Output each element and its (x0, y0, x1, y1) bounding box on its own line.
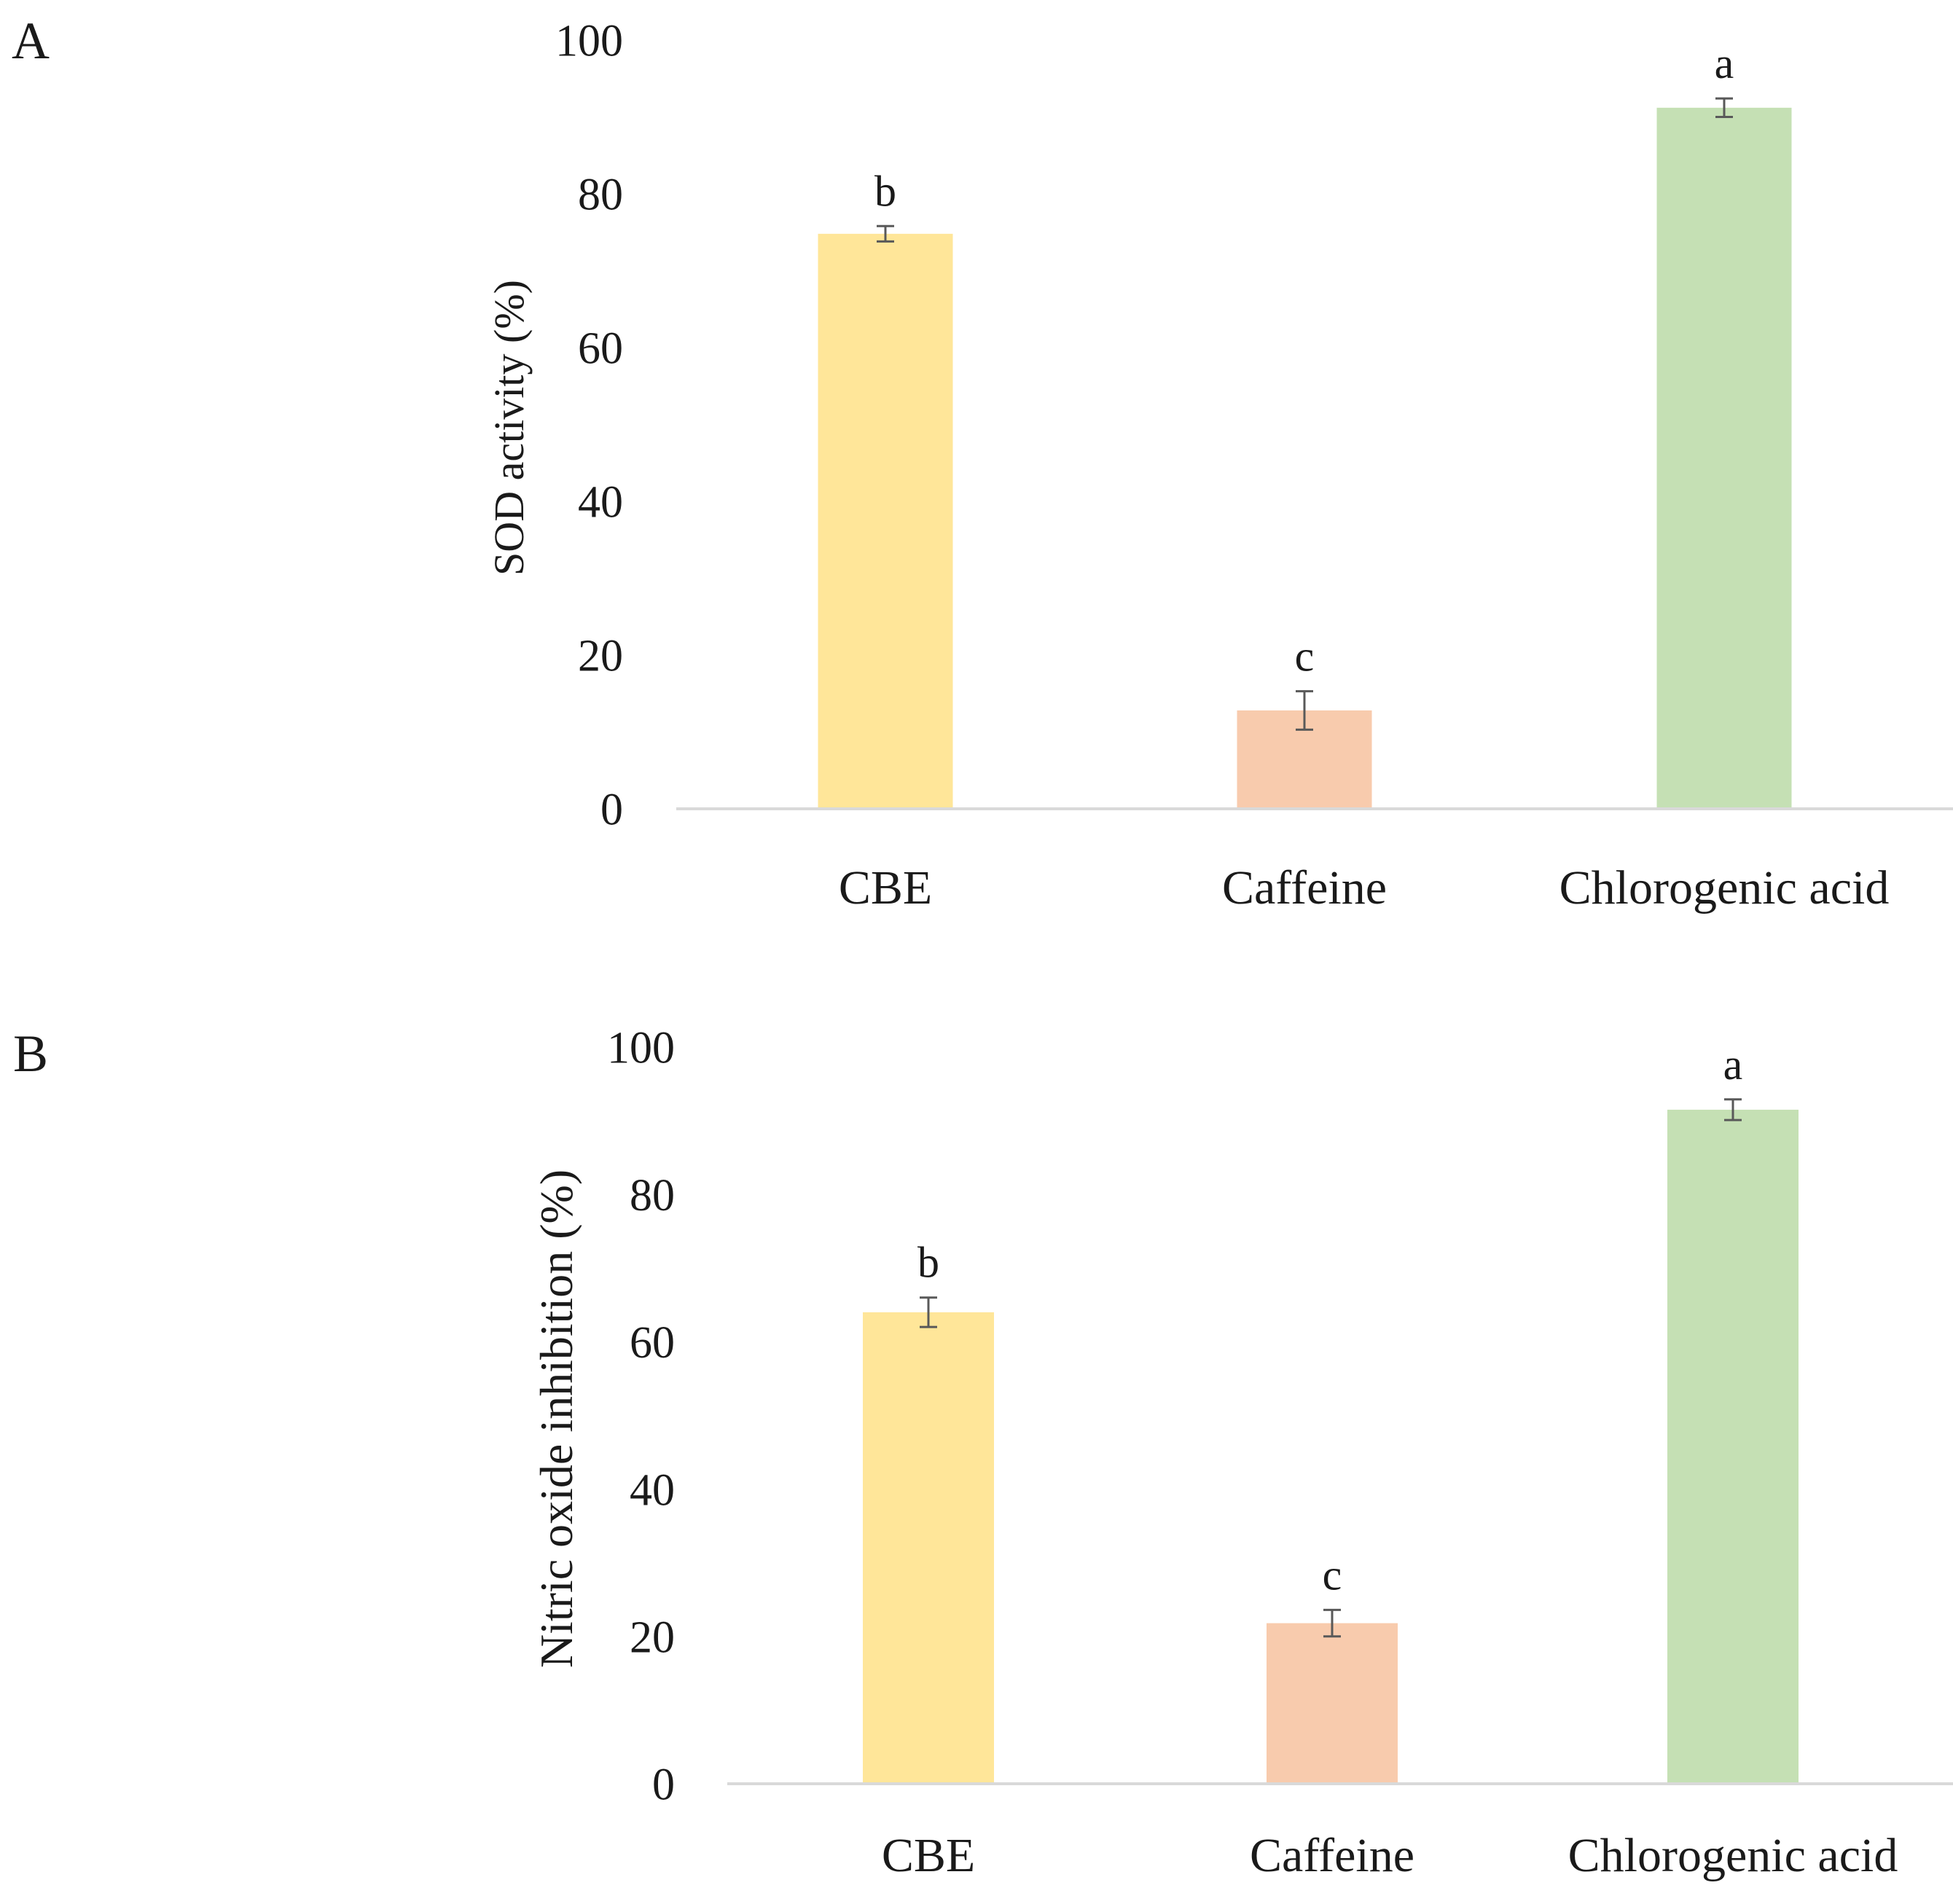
bars: b c a (863, 1041, 1799, 1784)
significance-letter: c (1295, 632, 1315, 681)
significance-letter: b (917, 1239, 939, 1287)
significance-letter: b (874, 167, 896, 215)
x-tick-label: CBE (839, 861, 932, 914)
x-tick-label: Caffeine (1250, 1829, 1414, 1882)
error-bar (1715, 97, 1733, 118)
y-tick-label: 100 (607, 1024, 675, 1073)
x-tick-label: CBE (882, 1829, 975, 1882)
y-axis-title: Nitric oxide inhibition (%) (531, 1170, 582, 1668)
significance-letter: a (1723, 1041, 1743, 1089)
error-bar (1296, 690, 1313, 731)
significance-letter: c (1323, 1551, 1342, 1599)
y-tick-label: 0 (600, 786, 623, 835)
x-tick-label: Chlorogenic acid (1568, 1829, 1898, 1882)
bar (1667, 1109, 1799, 1784)
y-tick-label: 40 (630, 1465, 675, 1515)
y-tick-label: 80 (578, 171, 623, 220)
error-bar (1323, 1608, 1341, 1638)
bar (1656, 107, 1792, 810)
y-tick-label: 100 (555, 17, 623, 66)
bar (863, 1312, 994, 1784)
y-ticks: 0 20 40 60 80 100 (555, 17, 623, 835)
y-tick-label: 80 (630, 1171, 675, 1221)
panel-label: B (13, 1025, 48, 1083)
x-tick-labels: CBE Caffeine Chlorogenic acid (839, 861, 1890, 914)
error-bar (1724, 1098, 1742, 1121)
y-tick-label: 0 (652, 1760, 675, 1810)
error-bar (920, 1296, 937, 1328)
x-tick-label: Caffeine (1222, 861, 1387, 914)
y-tick-label: 20 (578, 632, 623, 681)
y-axis-title: SOD activity (%) (485, 280, 533, 576)
bar (818, 233, 953, 809)
panel-b: B Nitric oxide inhibition (%) 0 20 40 60 80 1… (13, 1024, 1953, 1882)
bar (1267, 1623, 1398, 1784)
bars: b c a (818, 39, 1792, 810)
panel-label: A (12, 12, 50, 70)
y-tick-label: 60 (630, 1318, 675, 1368)
significance-letter: a (1715, 39, 1734, 87)
error-bar (877, 224, 894, 243)
y-tick-label: 40 (578, 478, 623, 528)
y-tick-label: 60 (578, 324, 623, 374)
x-tick-labels: CBE Caffeine Chlorogenic acid (882, 1829, 1898, 1882)
y-ticks: 0 20 40 60 80 100 (607, 1024, 675, 1810)
y-tick-label: 20 (630, 1613, 675, 1663)
x-tick-label: Chlorogenic acid (1559, 861, 1890, 914)
